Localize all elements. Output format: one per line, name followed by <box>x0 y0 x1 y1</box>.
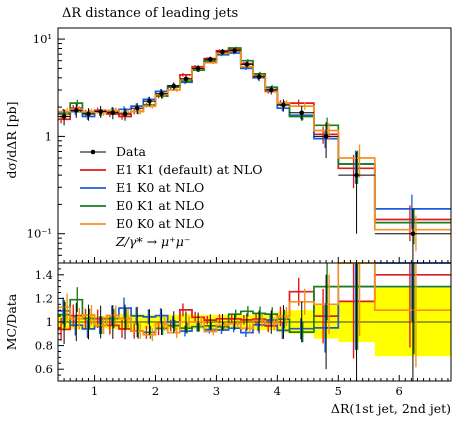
data-point <box>159 91 164 96</box>
series-line <box>58 47 451 224</box>
data-point <box>244 62 250 67</box>
data-point <box>195 66 201 71</box>
data-point <box>323 134 329 139</box>
legend: Data E1 K1 (default) at NLO E1 K0 at NLO E0… <box>80 144 263 249</box>
x-tick-label: 5 <box>335 384 342 398</box>
data-point <box>61 114 67 119</box>
legend-label: E0 K1 at NLO <box>116 198 204 213</box>
ratio-y-tick-label: 1.4 <box>35 268 53 282</box>
ratio-panel-frame <box>57 262 452 382</box>
axis-ticks: 1 2 3 4 5 6 10¹ 1 10⁻¹ 0.6 0.8 1 1.2 1.4 <box>27 32 449 398</box>
main-y-axis-label: dσ/dΔR [pb] <box>4 102 19 179</box>
ratio-series <box>58 262 451 381</box>
data-point <box>232 48 237 53</box>
ratio-y-axis-label: MC/Data <box>4 293 19 350</box>
data-point <box>134 105 140 111</box>
data-point <box>110 110 116 116</box>
panel-frames <box>57 27 452 382</box>
x-tick-label: 4 <box>274 384 281 398</box>
x-tick-label: 1 <box>91 384 98 398</box>
ratio-y-tick-label: 0.6 <box>35 362 53 376</box>
x-tick-label: 6 <box>396 384 403 398</box>
chart-title: ΔR distance of leading jets <box>62 6 238 21</box>
data-point <box>256 74 262 80</box>
x-tick-label: 2 <box>152 384 159 398</box>
data-point <box>268 87 274 93</box>
data-point <box>86 111 91 117</box>
data-point <box>354 172 359 178</box>
data-point <box>98 109 103 114</box>
data-point <box>410 231 416 237</box>
data-point <box>171 83 177 89</box>
data-point <box>73 108 79 113</box>
legend-label: E1 K0 at NLO <box>116 180 204 195</box>
main-y-tick-label: 10⁻¹ <box>27 227 52 241</box>
data-point <box>299 110 305 116</box>
legend-label: Data <box>116 144 146 159</box>
main-series <box>58 46 451 263</box>
ratio-y-tick-label: 1 <box>46 315 53 329</box>
main-y-tick-label: 10¹ <box>33 32 52 46</box>
data-point <box>183 76 189 82</box>
data-point <box>122 111 128 117</box>
data-point <box>281 102 286 108</box>
legend-label: E1 K1 (default) at NLO <box>116 162 263 177</box>
legend-label: E0 K0 at NLO <box>116 216 204 231</box>
x-axis-label: ΔR(1st jet, 2nd jet) <box>331 401 451 416</box>
data-point <box>208 56 213 62</box>
legend-data-marker <box>90 149 96 155</box>
ratio-y-tick-label: 1.2 <box>35 291 53 305</box>
process-label: Z/γ* → μ⁺μ⁻ <box>115 234 190 249</box>
x-tick-label: 3 <box>213 384 220 398</box>
ratio-y-tick-label: 0.8 <box>35 339 53 353</box>
main-y-tick-label: 1 <box>45 129 52 143</box>
ratio-series-line <box>58 262 451 336</box>
data-point <box>220 49 225 55</box>
data-point <box>147 98 152 104</box>
